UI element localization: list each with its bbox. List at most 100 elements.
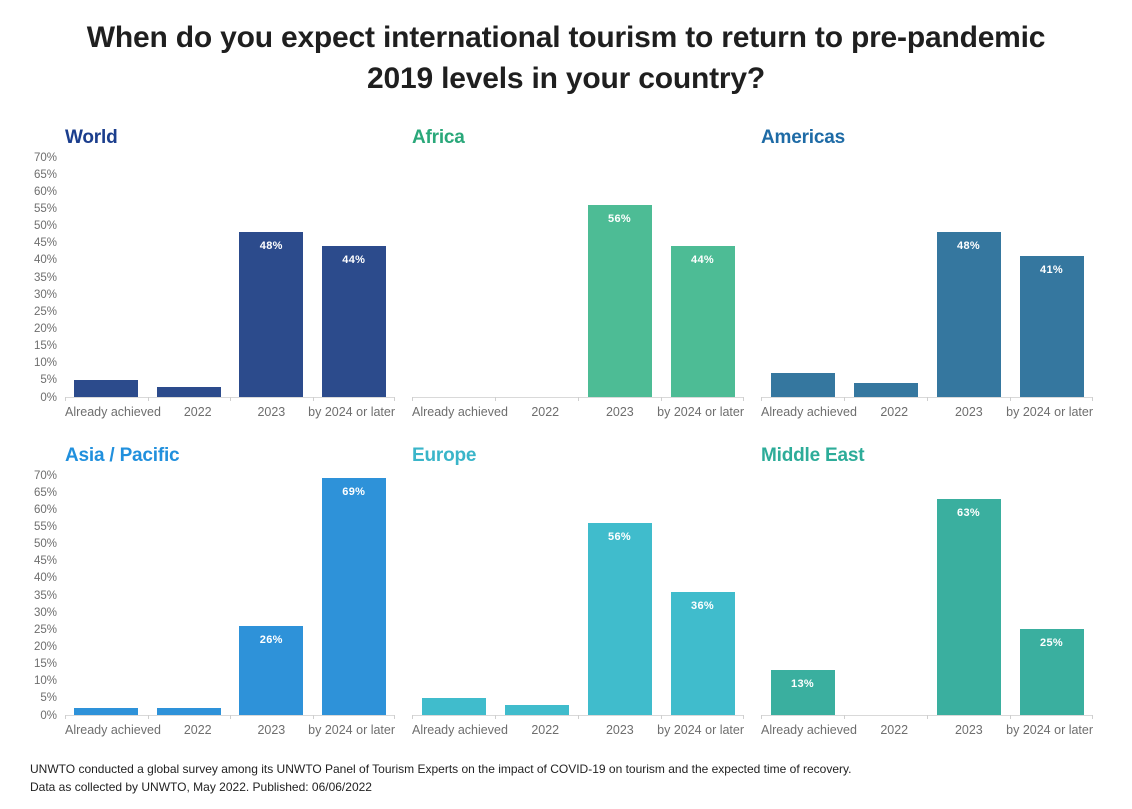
chart-body: 56% 36% [412,476,744,719]
charts-grid: World 70% 65% 60% 55% 50% 45% 40% 35% 30% 25% 20% 15… [0,127,1132,737]
x-axis-tick [761,397,762,401]
y-tick-label: 25% [33,305,57,318]
y-tick-label: 10% [33,675,57,688]
bar-value-label: 36% [691,599,714,612]
x-axis-label: 2022 [880,723,909,737]
y-tick-label: 10% [33,357,57,370]
bar-slot: 26% [230,476,313,715]
bar-slot: 44% [313,158,396,397]
chart-middle-east: Middle East 13% 63% 25% Already achieved 2022… [761,445,1093,737]
x-axis-tick [1092,715,1093,719]
x-axis-tick [743,715,744,719]
x-axis-labels: Already achieved 2022 2023 by 2024 or later [761,723,1093,737]
y-tick-label: 65% [33,486,57,499]
chart-europe: Europe 56% 36% Already achieved 2022 2023 by 2… [412,445,744,737]
x-axis-label: Already achieved [65,405,161,419]
x-axis-tick [927,715,928,719]
x-axis-label: 2022 [531,405,560,419]
x-axis-label: 2023 [605,405,634,419]
y-tick-label: 35% [33,271,57,284]
y-tick-label: 35% [33,589,57,602]
bar: 13% [770,670,835,715]
y-tick-label: 0% [40,391,57,404]
y-tick-label: 25% [33,623,57,636]
bar-value-label: 48% [957,240,980,253]
y-tick-label: 70% [33,151,57,164]
bar [74,379,139,397]
bar-value-label: 44% [691,254,714,267]
x-axis-labels: Already achieved 2022 2023 by 2024 or later [65,405,395,419]
x-axis-label: Already achieved [761,723,857,737]
x-axis-label: 2022 [183,405,212,419]
bar-slot: 69% [313,476,396,715]
chart-body: 70% 65% 60% 55% 50% 45% 40% 35% 30% 25% 20% 15% 10% 5… [27,152,396,403]
bar [770,373,835,397]
x-axis-tick [1010,397,1011,401]
y-tick-label: 40% [33,254,57,267]
chart-title: World [65,127,118,148]
bar-slot [844,158,927,397]
x-axis-label: 2023 [257,723,286,737]
bar [74,708,139,715]
plot-area: 13% 63% 25% [761,476,1093,719]
x-axis-tick [1010,715,1011,719]
x-axis-tick [743,397,744,401]
x-axis-tick [147,397,149,401]
footer-published-line: Data as collected by UNWTO, May 2022. Pu… [30,780,372,795]
bar-slot [65,158,148,397]
bar: 56% [587,205,652,397]
x-axis-labels: Already achieved 2022 2023 by 2024 or later [65,723,395,737]
plot-area: 26% 69% [65,476,396,719]
chart-title: Middle East [761,445,865,466]
chart-body: 13% 63% 25% [761,476,1093,719]
bar [853,383,918,397]
x-axis-label: 2022 [880,405,909,419]
bar [421,697,486,715]
plot-area: 48% 41% [761,158,1093,401]
x-axis-labels: Already achieved 2022 2023 by 2024 or later [412,405,744,419]
x-axis-labels: Already achieved 2022 2023 by 2024 or later [761,405,1093,419]
y-axis: 70% 65% 60% 55% 50% 45% 40% 35% 30% 25% 20% 15% 10% 5… [27,152,65,403]
bar-slot [495,476,578,715]
x-axis-label: 2023 [954,405,983,419]
y-tick-label: 55% [33,202,57,215]
page-title: When do you expect international tourism… [86,21,1046,95]
y-tick-label: 5% [40,692,57,705]
bar-slot [65,476,148,715]
x-axis-tick [761,715,762,719]
x-axis-tick [230,397,231,401]
bar-value-label: 13% [791,678,814,691]
x-axis-tick [230,715,231,719]
y-tick-label: 45% [33,555,57,568]
x-axis-tick [844,715,845,719]
bar: 69% [321,478,386,715]
bar-slot: 56% [578,476,661,715]
chart-title: Europe [412,445,477,466]
bar-slot [412,476,495,715]
x-axis-tick [394,715,395,719]
y-tick-label: 30% [33,606,57,619]
x-axis-label: 2023 [257,405,286,419]
x-axis-label: 2022 [183,723,212,737]
x-axis-tick [661,715,662,719]
y-axis: 70% 65% 60% 55% 50% 45% 40% 35% 30% 25% 20% 15% 10% 5… [27,470,65,721]
bar-slot [495,158,578,397]
plot-area: 56% 44% [412,158,744,401]
bar-slot: 56% [578,158,661,397]
x-axis-label: 2022 [531,723,560,737]
bar-value-label: 56% [608,213,631,225]
x-axis-tick [1092,397,1093,401]
bar: 63% [936,499,1001,715]
chart-title: Americas [761,127,845,148]
y-tick-label: 45% [33,237,57,250]
y-tick-label: 15% [33,658,57,671]
bar-value-label: 56% [608,531,631,543]
bar [504,704,569,715]
x-axis-label: 2023 [605,723,634,737]
bar-slot [844,476,927,715]
y-tick-label: 20% [33,322,57,335]
x-axis-label: by 2024 or later [308,723,396,737]
x-axis-labels: Already achieved 2022 2023 by 2024 or later [412,723,744,737]
y-tick-label: 50% [33,220,57,233]
bar: 36% [670,591,735,715]
